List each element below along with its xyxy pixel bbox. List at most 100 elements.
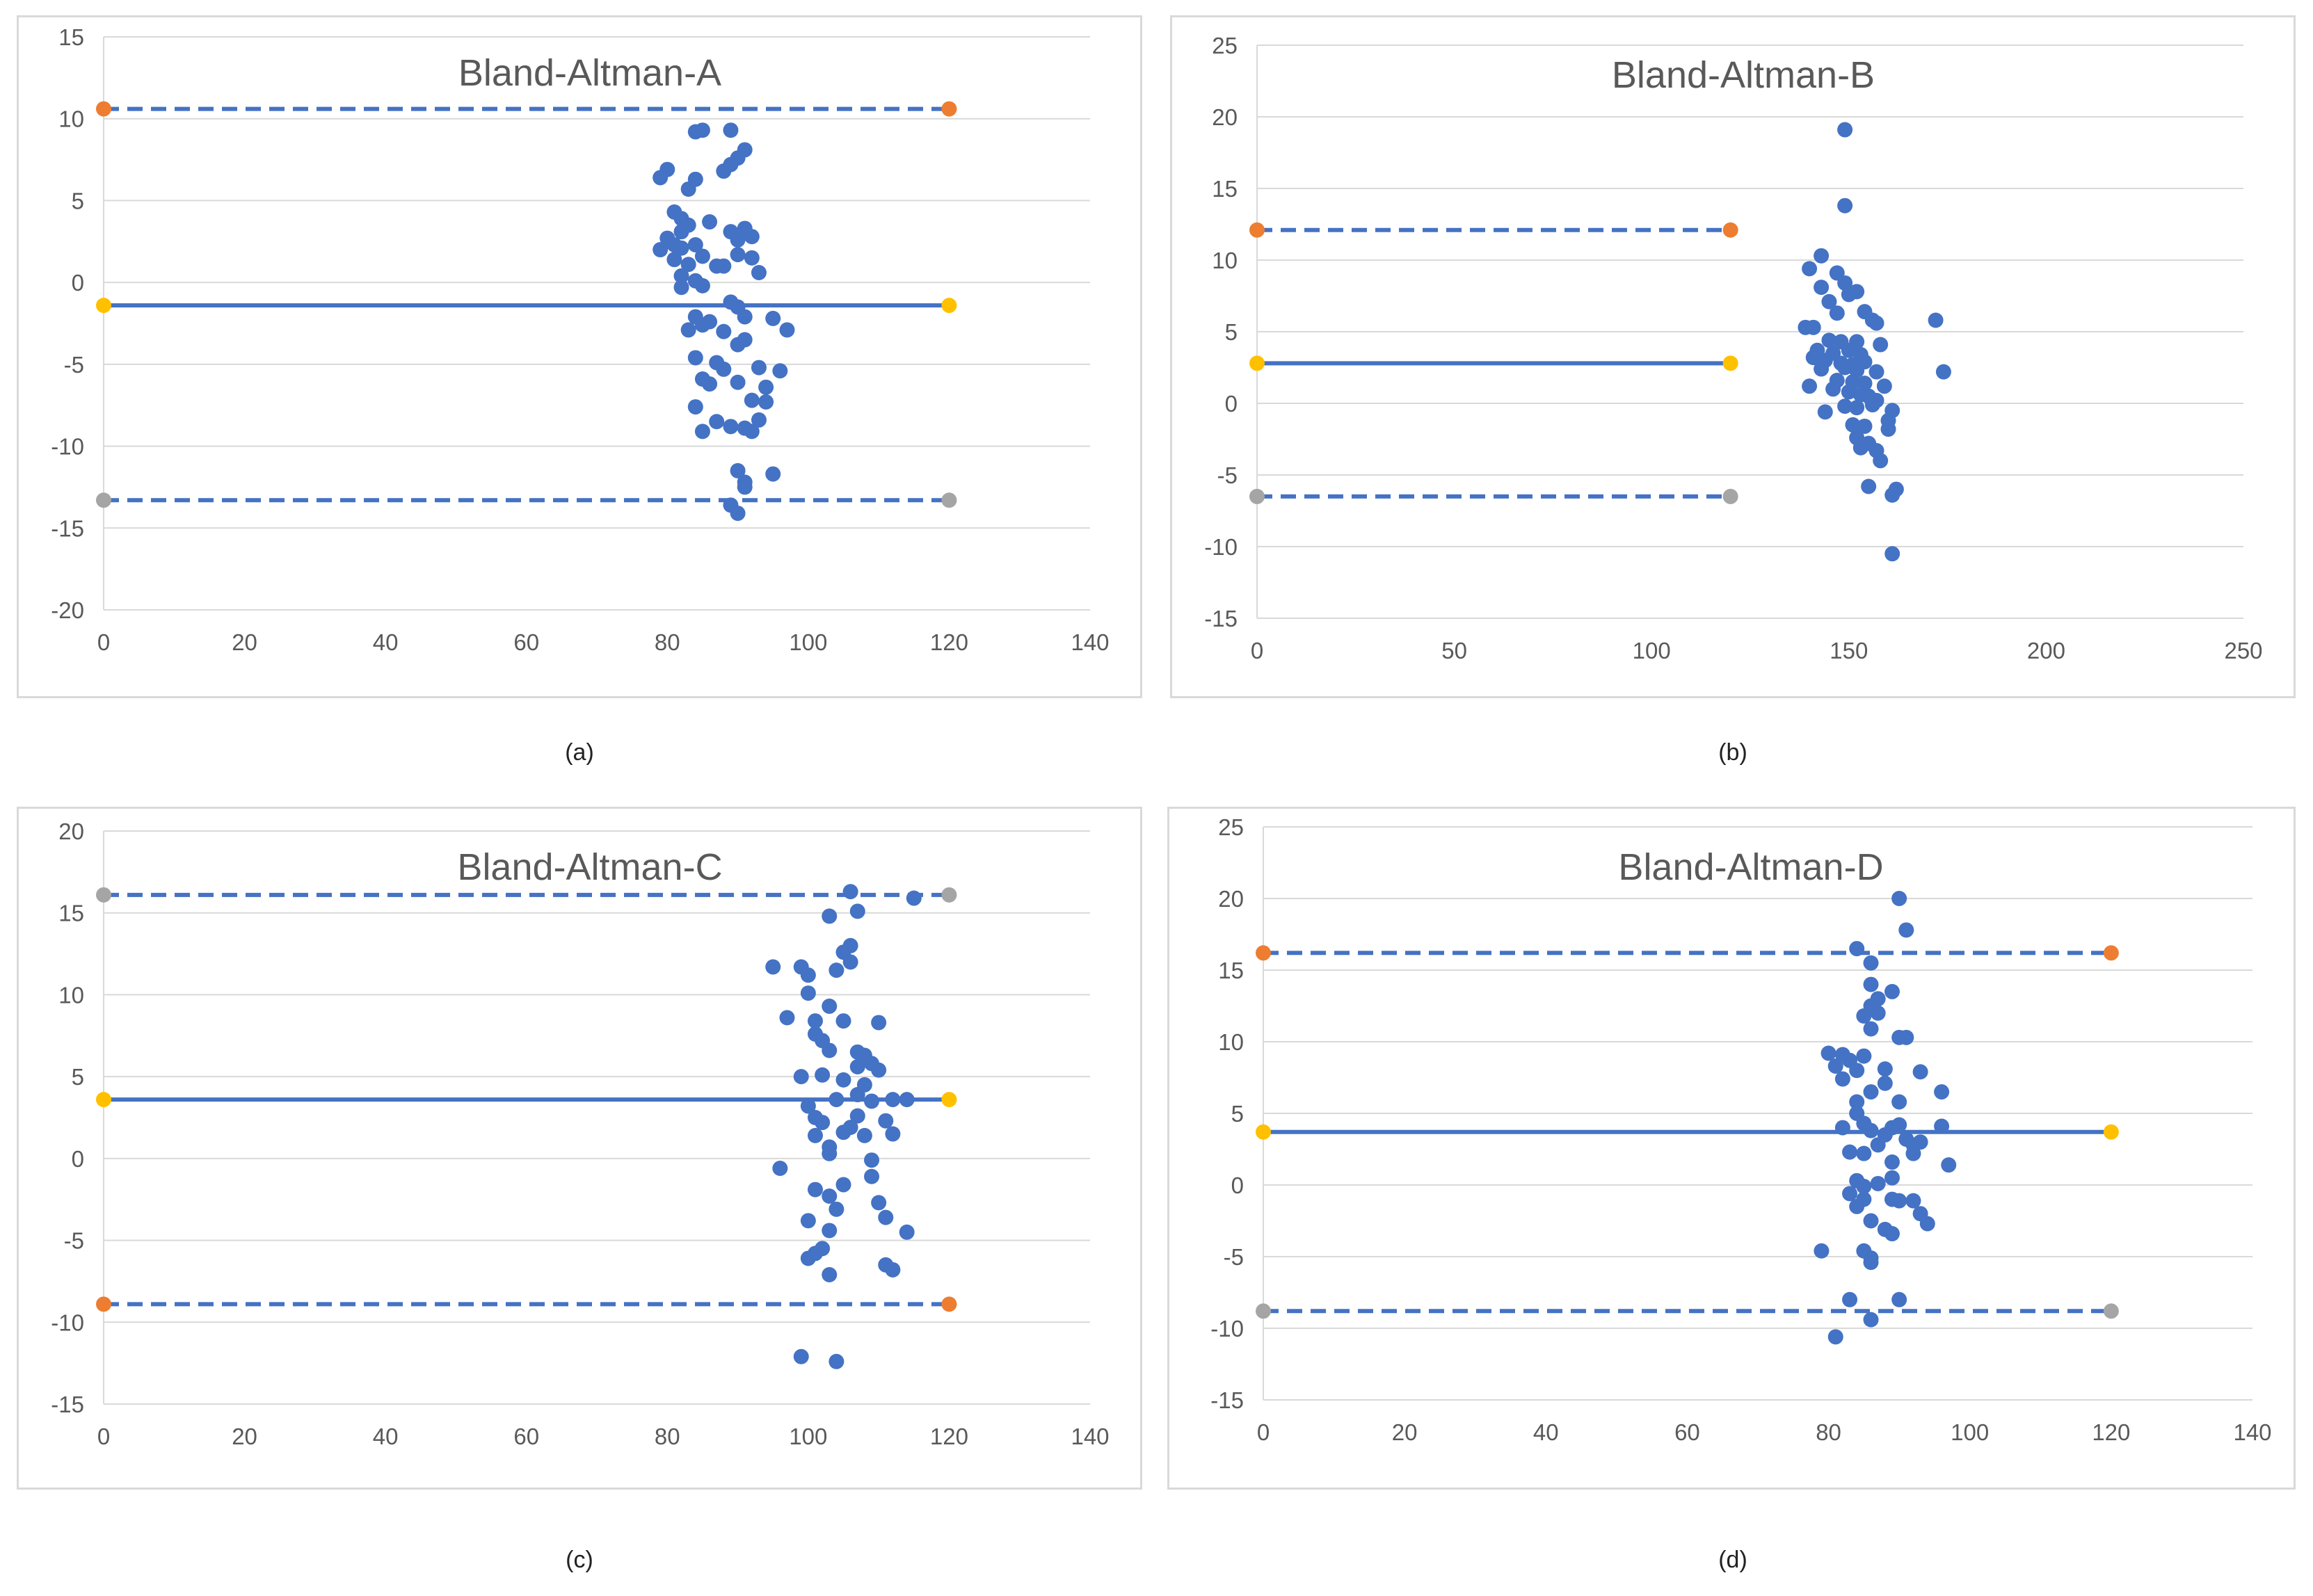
upper-limit-start-marker xyxy=(1256,945,1271,961)
data-point xyxy=(772,1160,788,1176)
data-point xyxy=(744,424,760,440)
data-point xyxy=(716,258,732,274)
data-point xyxy=(835,1177,851,1193)
data-point xyxy=(758,394,774,410)
data-point xyxy=(864,1093,880,1109)
data-point xyxy=(1934,1084,1950,1100)
data-point xyxy=(1837,122,1853,138)
x-tick-label: 20 xyxy=(232,629,257,655)
x-tick-label: 150 xyxy=(1830,638,1868,663)
chart-title: Bland-Altman-D xyxy=(1618,846,1883,888)
data-point xyxy=(680,181,696,197)
data-point xyxy=(1941,1157,1957,1173)
data-point xyxy=(822,1223,838,1239)
y-tick-label: -10 xyxy=(51,434,84,460)
lower-limit-end-marker xyxy=(941,492,957,508)
upper-limit-end-marker xyxy=(941,887,957,903)
data-point xyxy=(1863,1084,1879,1100)
data-point xyxy=(1827,1329,1843,1345)
data-point xyxy=(906,890,922,906)
data-point xyxy=(829,1201,845,1217)
data-point xyxy=(835,1072,851,1088)
upper-limit-start-marker xyxy=(96,887,111,903)
y-tick-label: -5 xyxy=(64,352,84,378)
data-point xyxy=(680,322,696,338)
data-point xyxy=(829,962,845,978)
data-point xyxy=(779,1010,795,1026)
y-tick-label: 15 xyxy=(58,24,84,50)
x-tick-label: 60 xyxy=(1674,1419,1700,1445)
data-point xyxy=(730,232,746,248)
data-point xyxy=(1863,1255,1879,1271)
lower-limit-end-marker xyxy=(2103,1303,2119,1319)
y-tick-label: -5 xyxy=(1217,462,1238,488)
data-point xyxy=(1876,378,1892,394)
data-point xyxy=(730,247,746,263)
data-point xyxy=(1849,941,1865,957)
data-point xyxy=(772,363,788,379)
data-point xyxy=(807,1182,823,1198)
lower-limit-start-marker xyxy=(1256,1303,1271,1319)
lower-limit-end-marker xyxy=(1722,488,1738,504)
upper-limit-end-marker xyxy=(1722,222,1738,238)
data-point xyxy=(680,257,696,273)
upper-limit-end-marker xyxy=(2103,945,2119,961)
data-point xyxy=(1849,1094,1865,1110)
x-tick-label: 0 xyxy=(97,1424,110,1449)
data-point xyxy=(1814,1243,1830,1259)
data-point xyxy=(1877,1075,1893,1091)
data-point xyxy=(885,1262,901,1277)
data-point xyxy=(835,1125,851,1140)
data-point xyxy=(751,265,767,281)
data-point xyxy=(1852,440,1868,456)
x-tick-label: 80 xyxy=(655,629,680,655)
data-point xyxy=(800,1213,816,1229)
data-point xyxy=(716,163,732,179)
x-tick-label: 50 xyxy=(1441,638,1467,663)
y-tick-label: 20 xyxy=(1212,104,1238,130)
data-point xyxy=(878,1113,894,1129)
y-tick-label: 10 xyxy=(58,982,84,1008)
upper-limit-start-marker xyxy=(96,101,111,117)
mean-start-marker xyxy=(1249,355,1265,371)
data-point xyxy=(1863,1213,1879,1229)
y-tick-label: -10 xyxy=(51,1309,84,1335)
y-tick-label: -15 xyxy=(1210,1387,1244,1413)
x-tick-label: 140 xyxy=(2233,1419,2271,1445)
data-point xyxy=(1891,1117,1907,1133)
data-point xyxy=(849,903,865,919)
data-point xyxy=(1841,342,1857,358)
y-tick-label: 15 xyxy=(1218,958,1244,983)
lower-limit-end-marker xyxy=(941,1296,957,1312)
data-point xyxy=(702,214,718,230)
chart-title: Bland-Altman-B xyxy=(1612,54,1875,96)
data-point xyxy=(1868,315,1884,331)
data-point xyxy=(829,1353,845,1369)
x-tick-label: 120 xyxy=(930,1424,968,1449)
data-point xyxy=(1856,1179,1872,1195)
data-point xyxy=(1919,1216,1935,1232)
data-point xyxy=(1834,1071,1850,1087)
chart-panel-b: -15 -10 -5 0 5 10 15 20 25 0 50 100 150 200 250 Bland-A… xyxy=(1170,15,2296,698)
data-point xyxy=(694,277,710,293)
data-point xyxy=(822,908,838,924)
x-tick-label: 120 xyxy=(2092,1419,2130,1445)
data-point xyxy=(1842,1291,1858,1307)
mean-start-marker xyxy=(96,298,111,314)
data-point xyxy=(1856,1145,1872,1161)
data-point xyxy=(822,1145,838,1161)
data-point xyxy=(1817,404,1833,420)
data-point xyxy=(744,392,760,408)
data-point xyxy=(800,1098,816,1114)
data-point xyxy=(1821,332,1837,348)
data-point xyxy=(1821,293,1837,309)
y-tick-label: 10 xyxy=(1212,248,1238,273)
data-point xyxy=(871,1062,887,1078)
lower-limit-start-marker xyxy=(1249,488,1265,504)
data-point xyxy=(1870,1137,1886,1153)
data-point xyxy=(765,959,781,975)
data-point xyxy=(730,462,746,478)
x-tick-label: 140 xyxy=(1071,1424,1109,1449)
data-point xyxy=(1802,378,1818,394)
mean-end-marker xyxy=(941,1092,957,1108)
